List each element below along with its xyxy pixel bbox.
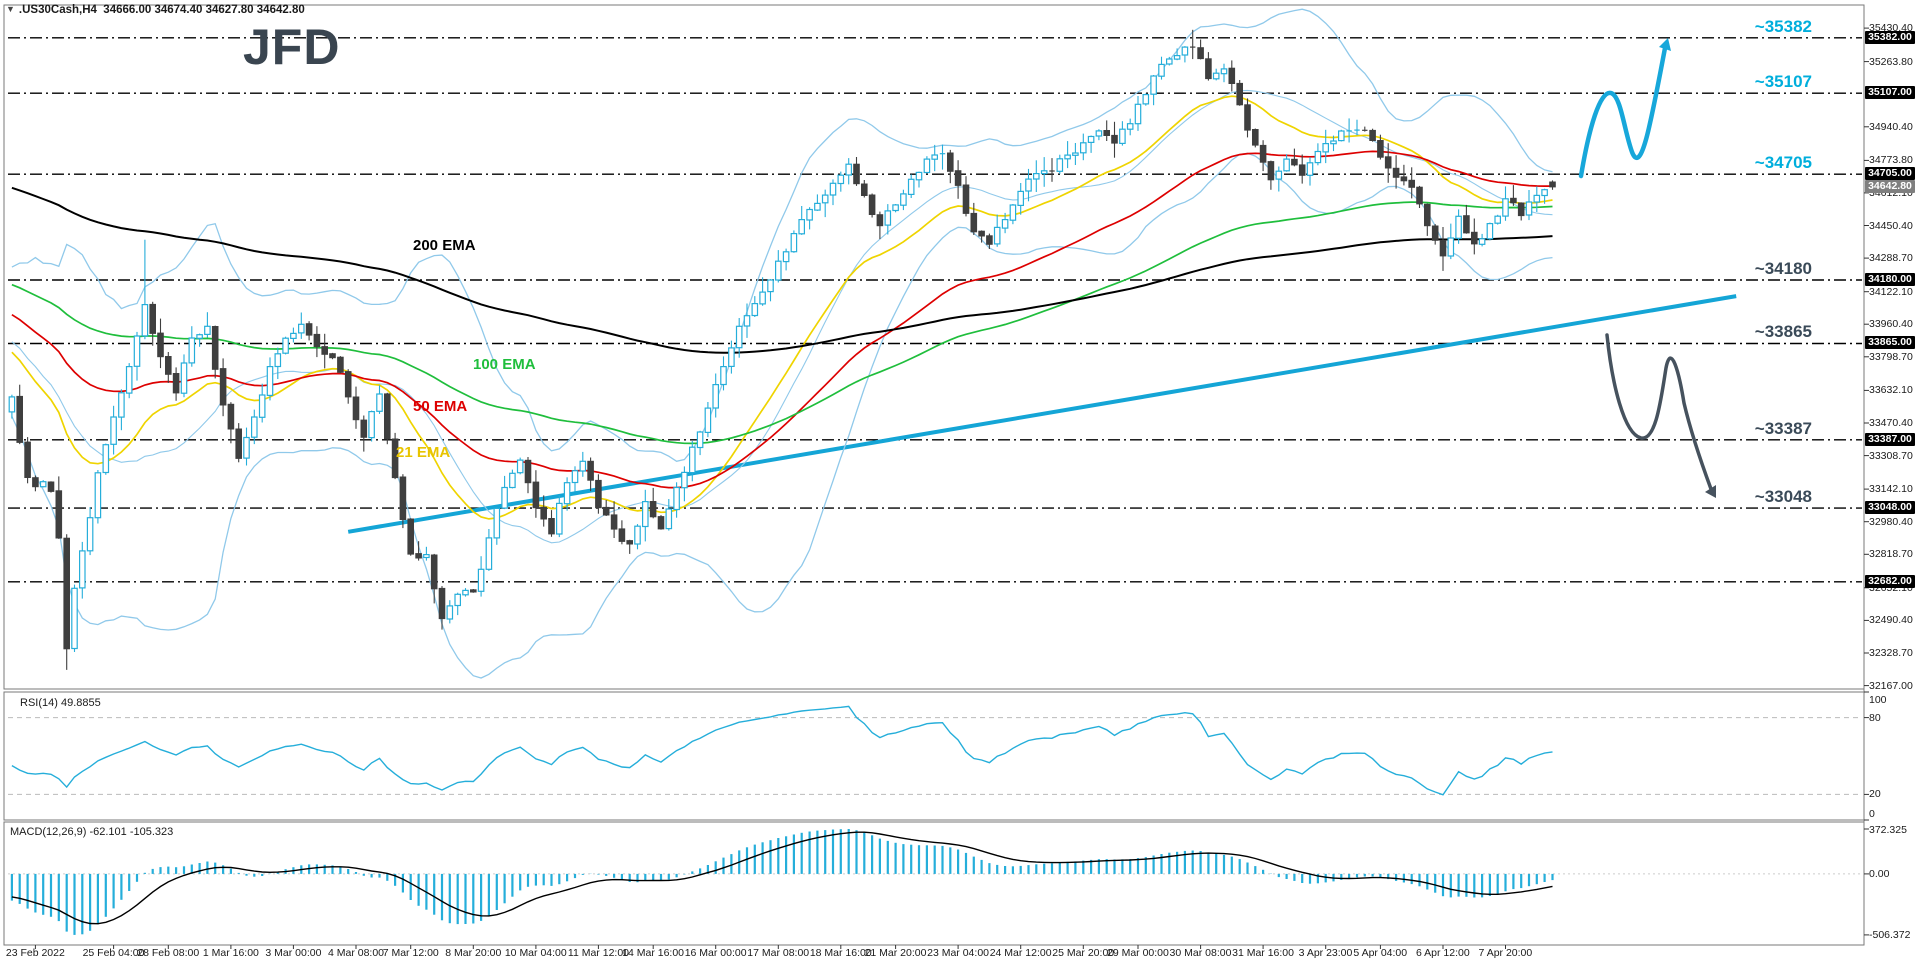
x-axis-label: 7 Mar 12:00 [382, 947, 439, 959]
price-tick-label: 32490.40 [1869, 614, 1913, 627]
sr-level-label[interactable]: ~33387 [1754, 418, 1812, 438]
price-tick-label: 34450.40 [1869, 219, 1913, 232]
x-axis-label: 23 Mar 04:00 [927, 947, 989, 959]
rsi-axis-label: 0 [1869, 808, 1875, 820]
x-axis-label: 17 Mar 08:00 [747, 947, 810, 959]
x-axis-label: 31 Mar 16:00 [1232, 947, 1294, 959]
jfd-logo: JFD [243, 19, 341, 75]
rsi-axis-label: 80 [1869, 711, 1881, 724]
support-resistance-lines[interactable] [8, 37, 1862, 583]
price-tick-label: 33798.70 [1869, 350, 1913, 363]
x-axis-label: 10 Mar 04:00 [504, 947, 567, 959]
rsi-axis-label: 20 [1869, 788, 1881, 801]
price-tick-label: 32167.00 [1869, 679, 1913, 692]
x-axis-label: 24 Mar 12:00 [989, 947, 1052, 959]
x-axis-label: 25 Feb 04:00 [82, 947, 145, 959]
symbol-title-bar: ▼ .US30Cash,H4 34666.00 34674.40 34627.80… [6, 4, 305, 16]
ascending-trendline[interactable] [347, 294, 1737, 534]
price-tick-label: 34773.80 [1869, 154, 1913, 167]
symbol-ohlc-values: 34666.00 34674.40 34627.80 34642.80 [103, 4, 305, 16]
price-level-badge: 34705.00 [1865, 167, 1915, 181]
price-level-badge: 33387.00 [1865, 432, 1915, 446]
price-level-badge: 33865.00 [1865, 336, 1915, 350]
x-axis-label: 23 Feb 2022 [5, 947, 65, 959]
price-level-badge: 35382.00 [1865, 30, 1915, 44]
x-axis-label: 16 Mar 00:00 [684, 947, 747, 959]
x-axis-label: 8 Mar 20:00 [445, 947, 502, 959]
price-tick-label: 33308.70 [1869, 449, 1913, 462]
symbol-name: .US30Cash,H4 [18, 4, 97, 16]
x-axis-label: 4 Mar 08:00 [327, 947, 385, 959]
sr-level-label[interactable]: ~33865 [1754, 322, 1812, 342]
price-tick-label: 34940.40 [1869, 120, 1913, 133]
x-axis-label: 14 Mar 16:00 [622, 947, 685, 959]
candles [8, 29, 1556, 670]
sr-level-label[interactable]: ~33048 [1754, 487, 1812, 507]
axis-ticks [34, 27, 1869, 949]
sr-level-label[interactable]: ~35107 [1754, 72, 1812, 92]
x-axis-label: 25 Mar 20:00 [1052, 947, 1115, 959]
price-tick-label: 33142.10 [1869, 483, 1913, 496]
ema-label[interactable]: 50 EMA [413, 398, 468, 415]
x-axis-label: 18 Mar 16:00 [809, 947, 872, 959]
macd-histogram [10, 829, 1554, 935]
ema-label[interactable]: 100 EMA [473, 356, 536, 373]
x-axis-label: 6 Apr 12:00 [1415, 947, 1470, 959]
x-axis-label: 21 Mar 20:00 [864, 947, 927, 959]
macd-axis-label: 0.00 [1869, 867, 1890, 880]
ema-label[interactable]: 200 EMA [413, 237, 476, 254]
price-tick-label: 35263.80 [1869, 55, 1913, 68]
x-axis-label: 3 Mar 00:00 [265, 947, 322, 959]
x-axis-label: 3 Apr 23:00 [1298, 947, 1353, 959]
price-tick-label: 32328.70 [1869, 646, 1913, 659]
x-axis-label: 1 Mar 16:00 [202, 947, 259, 959]
macd-indicator-label: MACD(12,26,9) -62.101 -105.323 [10, 826, 174, 838]
ema-lines [11, 95, 1553, 520]
x-axis-label: 7 Apr 20:00 [1478, 947, 1533, 959]
rsi-indicator-label: RSI(14) 49.8855 [20, 697, 101, 709]
x-axis-label: 30 Mar 08:00 [1169, 947, 1232, 959]
x-axis-label: 11 Mar 12:00 [567, 947, 629, 959]
x-axis-label: 5 Apr 04:00 [1353, 947, 1408, 959]
projection-up-arrow[interactable] [1578, 38, 1671, 179]
price-tick-label: 33632.10 [1869, 384, 1913, 397]
price-tick-label: 33470.40 [1869, 416, 1913, 429]
ema-label[interactable]: 21 EMA [396, 444, 451, 461]
macd-axis-label: 372.325 [1869, 824, 1907, 836]
price-tick-label: 34122.10 [1869, 285, 1913, 298]
price-level-badge: 35107.00 [1865, 86, 1915, 100]
price-level-badge: 33048.00 [1865, 501, 1915, 515]
price-level-badge: 32682.00 [1865, 574, 1915, 588]
sr-level-label[interactable]: ~34705 [1754, 153, 1812, 173]
price-level-badge: 34180.00 [1865, 273, 1915, 286]
projection-down-arrow[interactable] [1605, 333, 1716, 498]
sr-level-label[interactable]: ~35382 [1754, 16, 1812, 36]
x-axis-label: 29 Mar 00:00 [1106, 947, 1169, 959]
price-tick-label: 33960.40 [1869, 318, 1913, 331]
current-price-badge: 34642.80 [1865, 179, 1915, 193]
price-tick-label: 34288.70 [1869, 252, 1913, 265]
symbol-dropdown-icon[interactable]: ▼ [6, 4, 15, 14]
price-tick-label: 32818.70 [1869, 548, 1913, 561]
price-tick-label: 32980.40 [1869, 515, 1913, 528]
macd-signal-line [11, 831, 1553, 925]
x-axis-label: 28 Feb 08:00 [137, 947, 200, 959]
rsi-axis-label: 100 [1869, 694, 1887, 706]
panel-frames [3, 4, 1865, 946]
rsi-line [11, 705, 1553, 796]
macd-axis-label: -506.372 [1869, 928, 1911, 941]
sr-level-label[interactable]: ~34180 [1754, 259, 1812, 278]
rsi-level-lines [8, 717, 1862, 795]
